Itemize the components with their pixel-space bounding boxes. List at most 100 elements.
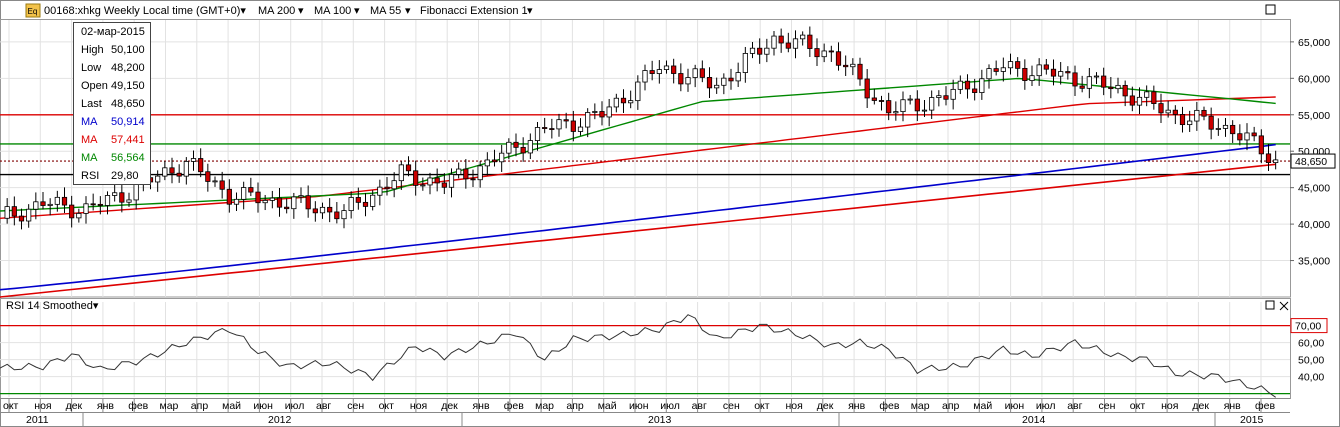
- candle-body: [1187, 120, 1193, 126]
- candle-body: [1043, 64, 1049, 70]
- candle-body: [1201, 109, 1207, 117]
- price-tick-label: 55,000: [1298, 110, 1330, 122]
- month-label: ноя: [1161, 400, 1178, 412]
- candle-body: [628, 100, 634, 104]
- candle-body: [291, 196, 297, 210]
- candle-body: [362, 201, 369, 207]
- candle-body: [534, 127, 541, 141]
- candle-body: [413, 170, 419, 186]
- candle-body: [298, 195, 304, 198]
- candle-body: [785, 42, 791, 49]
- tooltip-high-key: High: [81, 44, 104, 56]
- indicator-3-dropdown-icon: ▾: [527, 5, 533, 17]
- month-label: фев: [504, 400, 524, 412]
- candle-body: [319, 206, 326, 214]
- month-label: авг: [1067, 400, 1082, 412]
- candle-body: [370, 194, 376, 207]
- fibonacci-extension-line: [0, 163, 1276, 298]
- candle-body: [284, 206, 290, 210]
- tooltip-ma55-key: MA: [81, 152, 98, 164]
- rsi-line: [0, 314, 1276, 398]
- candle-body: [183, 161, 189, 177]
- candle-body: [692, 68, 698, 78]
- candle-body: [513, 141, 519, 148]
- rsi-maximize-icon[interactable]: [1265, 300, 1275, 310]
- month-label: авг: [692, 400, 707, 412]
- candle-body: [33, 201, 39, 210]
- tooltip-ma100-key: MA: [81, 134, 98, 146]
- year-label: 2012: [268, 414, 292, 426]
- candle-body: [1115, 84, 1121, 90]
- month-label: сен: [723, 400, 740, 412]
- candle-body: [663, 65, 670, 70]
- candle-body: [914, 98, 920, 112]
- indicator-2-label[interactable]: MA 55: [370, 5, 401, 17]
- candle-body: [800, 34, 806, 40]
- candle-body: [119, 192, 125, 203]
- candle-body: [549, 128, 555, 130]
- candle-body: [76, 213, 82, 219]
- candle-body: [979, 78, 985, 93]
- candle-body: [542, 127, 548, 129]
- candle-body: [61, 196, 68, 206]
- candle-body: [1000, 67, 1006, 72]
- candle-body: [126, 199, 132, 203]
- month-label: дек: [66, 400, 83, 412]
- month-label: сен: [347, 400, 364, 412]
- candle-body: [441, 182, 447, 188]
- candle-body: [1208, 115, 1214, 130]
- candle-body: [728, 77, 734, 82]
- month-label: июл: [285, 400, 305, 412]
- tooltip-ma200-key: MA: [81, 116, 98, 128]
- candle-body: [721, 77, 727, 86]
- month-label: фев: [128, 400, 148, 412]
- candle-body: [1158, 103, 1164, 114]
- ohlc-tooltip: 02-мар-2015 High 50,100 Low 48,200 Open 49,…: [73, 22, 151, 185]
- candle-body: [477, 165, 483, 181]
- candle-body: [198, 158, 204, 173]
- candle-body: [248, 187, 254, 193]
- candle-body: [405, 164, 412, 172]
- candle-body: [233, 198, 240, 205]
- candle-body: [484, 159, 490, 167]
- candle-body: [348, 197, 354, 212]
- indicator-2-dropdown-icon: ▾: [405, 5, 411, 17]
- candle-body: [212, 180, 218, 183]
- candle-body: [556, 119, 562, 130]
- candle-body: [355, 197, 361, 203]
- tooltip-high-value: 50,100: [111, 44, 145, 56]
- candle-body: [749, 47, 756, 54]
- indicator-3-label[interactable]: Fibonacci Extension 1: [420, 5, 528, 17]
- year-label: 2014: [1022, 414, 1046, 426]
- tooltip-open-value: 49,150: [111, 80, 145, 92]
- tooltip-ma100-value: 57,441: [111, 134, 145, 146]
- month-label: мар: [160, 400, 179, 412]
- month-label: июл: [660, 400, 680, 412]
- indicator-1-label[interactable]: MA 100: [314, 5, 351, 17]
- rsi-close-icon[interactable]: [1279, 301, 1289, 311]
- candle-body: [1108, 86, 1114, 90]
- indicator-0-label[interactable]: MA 200: [258, 5, 295, 17]
- month-label: июн: [253, 400, 273, 412]
- symbol-badge-icon: [25, 3, 41, 18]
- candle-body: [835, 51, 842, 66]
- candle-body: [463, 168, 469, 180]
- candle-body: [1036, 64, 1042, 77]
- maximize-icon[interactable]: [1265, 4, 1276, 15]
- candle-body: [1086, 76, 1092, 89]
- candle-body: [1258, 135, 1264, 155]
- candle-body: [391, 180, 397, 190]
- month-label: авг: [316, 400, 331, 412]
- candle-body: [1136, 96, 1143, 106]
- month-label: апр: [191, 400, 209, 412]
- candle-body: [1194, 109, 1200, 122]
- candle-body: [699, 68, 705, 78]
- candle-body: [1093, 75, 1100, 78]
- candle-body: [162, 167, 168, 177]
- month-label: янв: [97, 400, 114, 412]
- candle-body: [871, 97, 877, 101]
- candle-body: [577, 126, 584, 132]
- candle-body: [1029, 75, 1035, 81]
- candle-body: [398, 164, 404, 182]
